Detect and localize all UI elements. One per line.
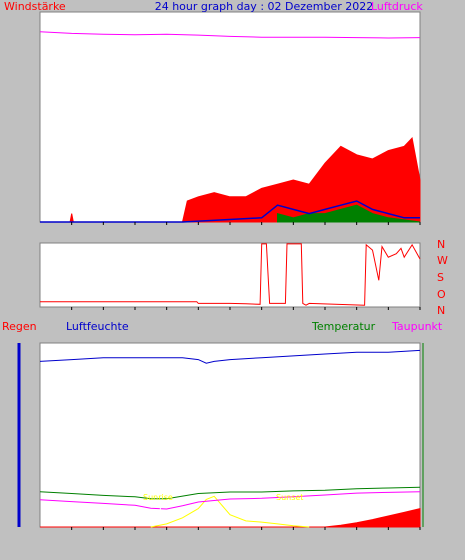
sunrise-label: Sunrise	[143, 493, 173, 502]
wind-label: Windstärke	[4, 0, 66, 13]
sun-line	[150, 495, 310, 528]
chart-title: 24 hour graph day : 02 Dezember 2022	[155, 0, 374, 13]
compass-o: O	[437, 288, 446, 301]
temperature-label: Temperatur	[311, 320, 376, 333]
dewpoint-label: Taupunkt	[391, 320, 443, 333]
axis-layer	[17, 222, 424, 530]
pressure-label: Luftdruck	[371, 0, 423, 13]
wind-avg-line	[40, 200, 420, 223]
rain-label: Regen	[2, 320, 37, 333]
humidity-line	[39, 349, 421, 364]
sunset-label: Sunset	[276, 493, 303, 502]
compass-s: S	[437, 271, 444, 284]
temperature-line	[39, 486, 421, 500]
background-layer	[39, 11, 421, 528]
humidity-label: Luftfeuchte	[66, 320, 129, 333]
dewpoint-line	[39, 491, 421, 510]
direction-plot-area	[39, 242, 421, 308]
compass-n-top: N	[437, 238, 445, 251]
series-layer	[39, 31, 421, 528]
compass-w: W	[437, 254, 448, 267]
compass-n-bottom: N	[437, 304, 445, 317]
climate-plot-area	[39, 342, 421, 528]
direction-line	[40, 243, 421, 306]
pressure-line	[39, 31, 421, 39]
wind-green-area	[277, 204, 421, 223]
